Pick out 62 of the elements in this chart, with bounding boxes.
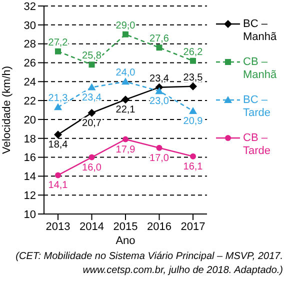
legend-label: CB – Tarde xyxy=(243,132,272,158)
data-label: 27,6 xyxy=(150,34,170,45)
data-label: 24,0 xyxy=(116,68,136,79)
data-label: 17,9 xyxy=(116,144,136,156)
point xyxy=(190,58,196,64)
data-label: 20,7 xyxy=(82,118,102,129)
data-label: 14,1 xyxy=(48,180,68,192)
x-tick-label: 2013 xyxy=(46,220,70,233)
point xyxy=(122,31,128,38)
legend-label: BC – Manhã xyxy=(243,18,278,44)
y-tick-label: 24 xyxy=(24,76,36,89)
y-tick-label: 18 xyxy=(24,133,36,146)
point xyxy=(155,87,164,94)
y-tick-label: 12 xyxy=(24,190,36,202)
data-label: 21,3 xyxy=(48,93,68,104)
data-label: 26,2 xyxy=(183,46,204,58)
point xyxy=(54,103,62,110)
data-label: 18,4 xyxy=(48,140,68,151)
data-label: 29,0 xyxy=(116,20,136,32)
point xyxy=(88,62,95,68)
data-label: 23,5 xyxy=(183,72,204,84)
y-tick-label: 20 xyxy=(24,114,36,126)
y-tick-label: 22 xyxy=(24,95,36,108)
point xyxy=(156,44,162,51)
point xyxy=(189,82,197,90)
point xyxy=(88,154,95,160)
data-label: 22,1 xyxy=(116,104,136,116)
text: (CET: Mobilidade no Sistema Viário Principal – MSVP, 2017. www.cetsp.com.br, julho de 2018. Adaptado.) xyxy=(14,250,283,278)
data-label: 27,2 xyxy=(48,37,68,48)
data-label: 17,0 xyxy=(150,152,170,164)
data-label: 23,4 xyxy=(150,73,170,84)
point xyxy=(55,48,61,54)
x-tick-label: 2017 xyxy=(180,220,206,233)
x-tick-label: 2015 xyxy=(113,220,138,233)
y-tick-label: 32 xyxy=(24,0,36,13)
x-tick-label: 2016 xyxy=(147,220,172,233)
legend-label: CB – Manhã xyxy=(243,56,278,82)
x-axis-title: Ano xyxy=(116,235,136,247)
y-tick-label: 10 xyxy=(24,208,36,221)
point xyxy=(122,96,130,104)
point xyxy=(54,130,62,139)
data-label: 16,1 xyxy=(183,161,204,172)
point xyxy=(122,78,130,85)
y-tick-label: 26 xyxy=(24,58,36,70)
point xyxy=(189,106,197,114)
data-label: 23,0 xyxy=(150,96,170,108)
point xyxy=(55,172,61,178)
data-label: 16,0 xyxy=(82,162,102,174)
point xyxy=(190,153,196,160)
legend-label: BC – Tarde xyxy=(243,94,272,120)
point xyxy=(156,144,162,151)
y-axis-title: Velocidade (km/h) xyxy=(0,66,13,154)
data-label: 25,8 xyxy=(82,50,102,62)
point xyxy=(88,108,96,117)
y-tick-label: 28 xyxy=(24,38,36,51)
data-label: 23,4 xyxy=(82,92,102,104)
y-tick-label: 14 xyxy=(24,171,36,184)
point xyxy=(122,136,128,142)
y-tick-label: 30 xyxy=(24,20,36,32)
point xyxy=(88,83,96,90)
x-tick-label: 2014 xyxy=(80,220,104,233)
y-tick-label: 16 xyxy=(24,152,36,164)
